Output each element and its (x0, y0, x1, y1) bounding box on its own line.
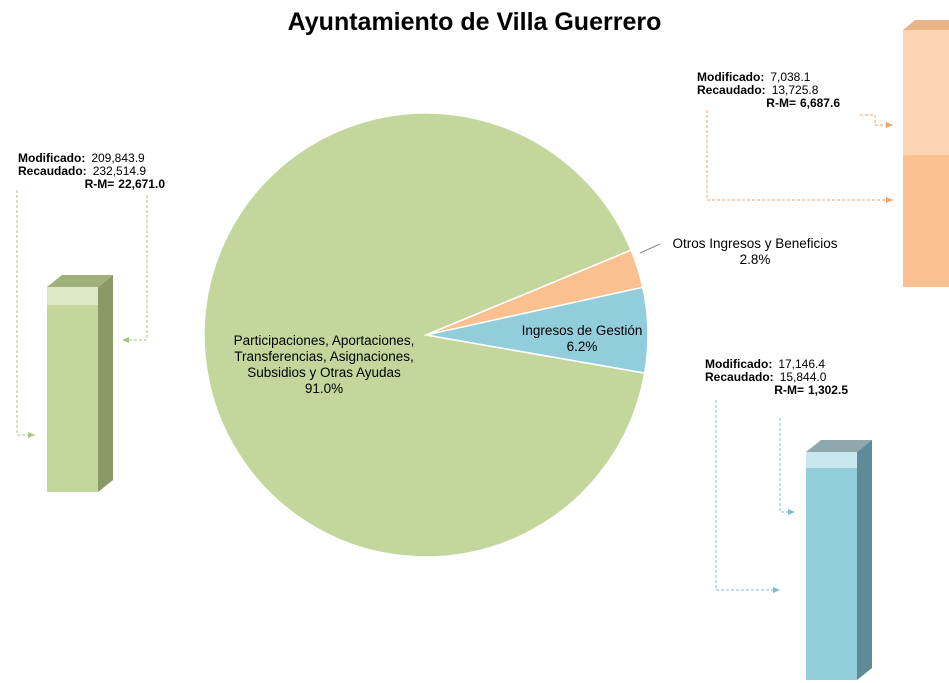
info-value: 7,038.1 (770, 70, 811, 84)
info-value: 232,514.9 (92, 164, 147, 178)
slice-label: Otros Ingresos y Beneficios 2.8% (655, 236, 855, 268)
info-label: Recaudado: (705, 370, 774, 384)
info-value: 1,302.5 (807, 383, 848, 397)
info-row: Recaudado: 15,844.0 (705, 371, 848, 384)
info-label: Modificado: (705, 357, 773, 371)
info-row: Modificado: 209,843.9 (18, 152, 165, 165)
info-label: Modificado: (18, 151, 86, 165)
info-panel: Modificado: 7,038.1 Recaudado: 13,725.8 R-M=… (697, 71, 840, 110)
info-label: Recaudado: (18, 164, 87, 178)
info-value: 209,843.9 (91, 151, 145, 165)
slice-name: Otros Ingresos y Beneficios (672, 236, 838, 251)
slice-name: Ingresos de Gestión (521, 323, 643, 338)
slice-percent: 91.0% (304, 381, 344, 396)
leader-line (639, 243, 661, 254)
info-label: R-M= (766, 96, 796, 110)
info-label: R-M= (84, 177, 115, 191)
slice-percent: 6.2% (566, 339, 598, 354)
blue-bar (806, 440, 872, 680)
chart-title: Ayuntamiento de Villa Guerrero (287, 8, 662, 36)
info-value: 22,671.0 (118, 177, 165, 191)
info-row: Modificado: 7,038.1 (697, 71, 840, 84)
info-value: 15,844.0 (779, 370, 827, 384)
info-row: Recaudado: 232,514.9 (18, 165, 165, 178)
info-value: 6,687.6 (799, 96, 840, 110)
info-row: Modificado: 17,146.4 (705, 358, 848, 371)
orange-bar (903, 20, 949, 287)
info-row: R-M= 6,687.6 (697, 97, 840, 110)
info-panel: Modificado: 209,843.9 Recaudado: 232,514.9 R… (18, 152, 165, 191)
slice-label: Ingresos de Gestión 6.2% (497, 323, 667, 355)
info-row: R-M= 1,302.5 (705, 384, 848, 397)
info-label: Modificado: (697, 70, 765, 84)
info-panel: Modificado: 17,146.4 Recaudado: 15,844.0 R-M… (705, 358, 848, 397)
arrows (16, 110, 893, 593)
info-value: 13,725.8 (771, 83, 819, 97)
info-label: Recaudado: (697, 83, 766, 97)
info-row: R-M= 22,671.0 (18, 178, 165, 191)
info-value: 17,146.4 (778, 357, 826, 371)
slice-label: Participaciones, Aportaciones, Transfere… (218, 333, 430, 397)
info-row: Recaudado: 13,725.8 (697, 84, 840, 97)
green-bar (47, 275, 113, 492)
slice-percent: 2.8% (739, 252, 771, 267)
info-label: R-M= (774, 383, 804, 397)
slice-name: Participaciones, Aportaciones, Transfere… (233, 333, 415, 380)
pie-slice (203, 112, 646, 558)
